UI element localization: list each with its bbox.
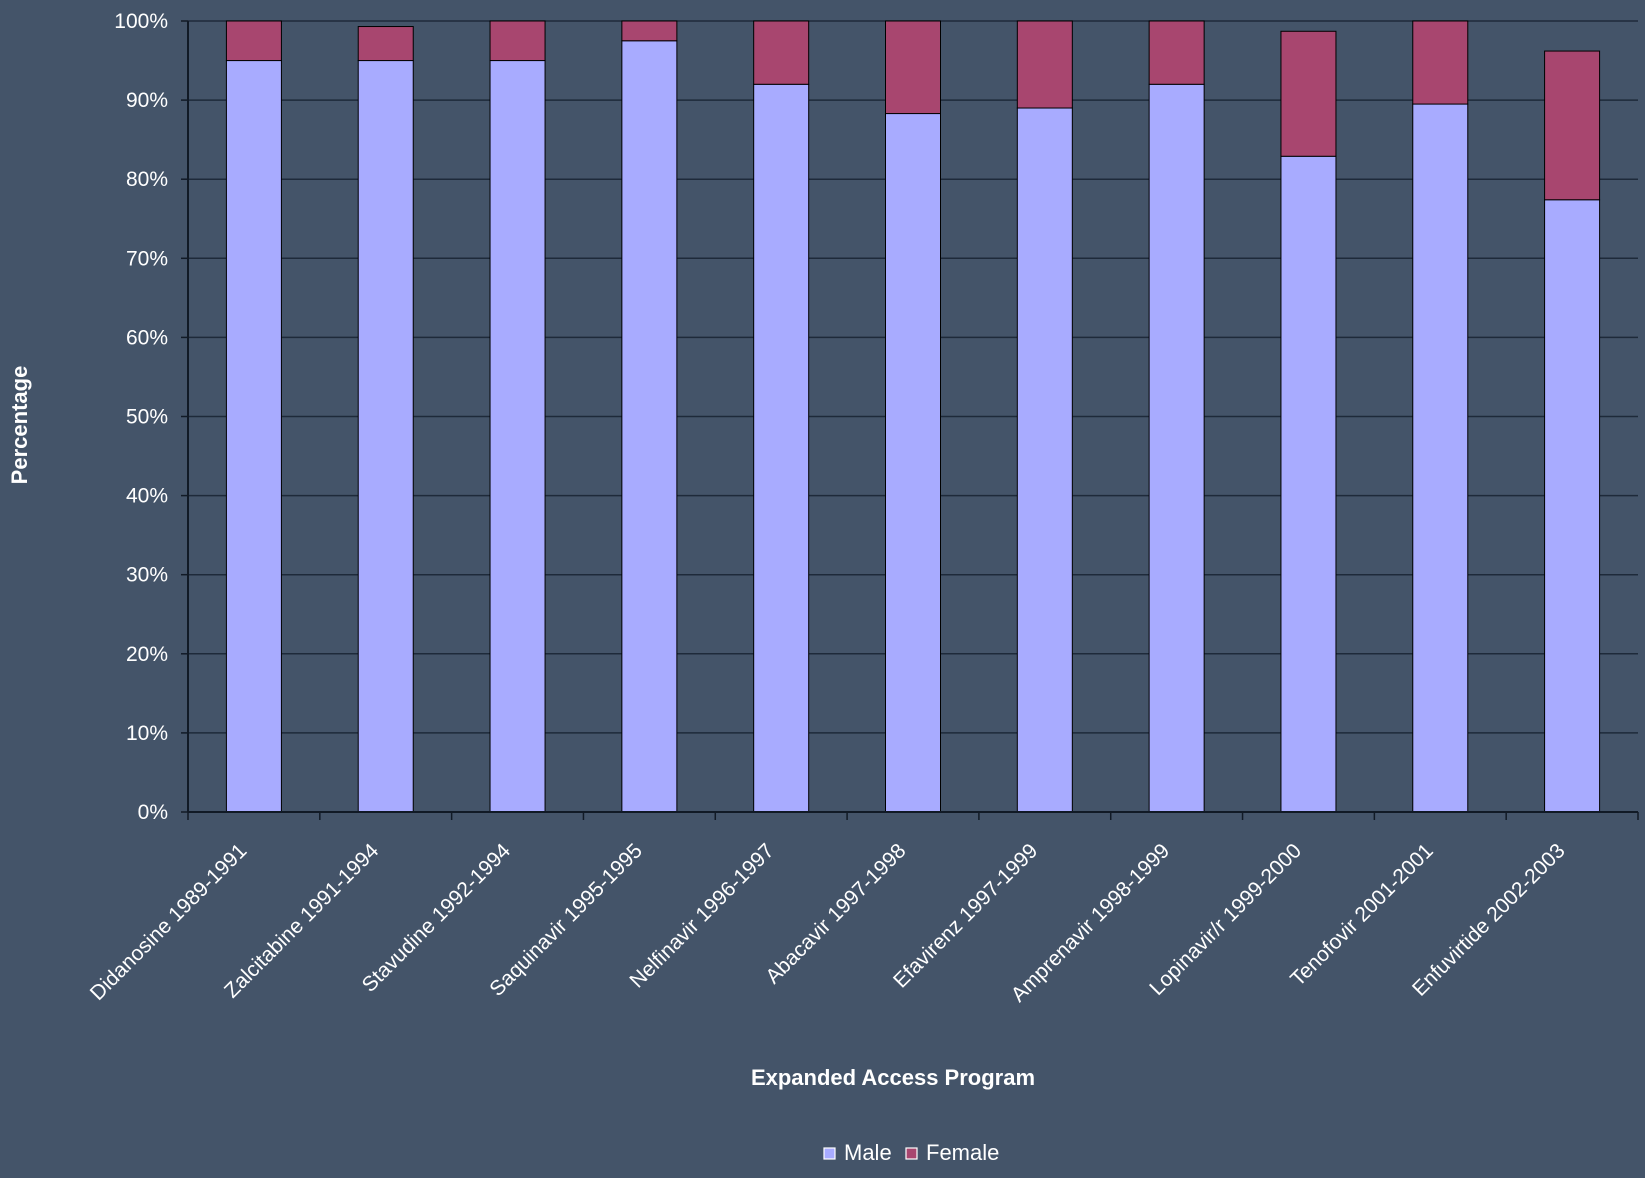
y-tick-label: 80% (126, 168, 168, 191)
y-tick-label: 40% (126, 485, 168, 508)
bar-male (225, 60, 282, 813)
legend-label-female: Female (926, 1140, 999, 1165)
x-tick-label: Abacavir 1997-1998 (761, 839, 910, 988)
bar-female (1280, 30, 1337, 157)
x-tick-label: Enfuvirtide 2002-2003 (1408, 839, 1570, 1001)
bar-female (1412, 20, 1469, 105)
bar-male (1412, 103, 1469, 813)
y-tick-label: 100% (114, 10, 168, 33)
bars (225, 20, 1601, 813)
y-tick-label: 10% (126, 722, 168, 745)
bar-female (1016, 20, 1073, 109)
x-tick-label: Saquinavir 1995-1995 (485, 839, 647, 1001)
bar-male (357, 60, 414, 813)
bar-female (225, 20, 282, 62)
bar-male (1016, 107, 1073, 813)
bar-female (489, 20, 546, 62)
axis-labels: 0%10%20%30%40%50%60%70%80%90%100%Didanos… (86, 10, 1570, 1007)
bar-male (621, 40, 678, 813)
bar-female (1148, 20, 1205, 85)
x-axis-title: Expanded Access Program (751, 1065, 1035, 1090)
bar-female (621, 20, 678, 42)
bar-male (489, 60, 546, 813)
bar-male (1544, 199, 1601, 813)
legend-swatch-female (905, 1147, 918, 1160)
bar-male (885, 113, 941, 813)
bar-male (1280, 155, 1337, 813)
y-tick-label: 70% (126, 247, 168, 270)
y-tick-label: 20% (126, 643, 168, 666)
bar-male (1148, 83, 1205, 813)
legend-swatch-male (823, 1147, 836, 1160)
x-tick-label: Efavirenz 1997-1999 (889, 839, 1042, 992)
y-tick-label: 30% (126, 564, 168, 587)
x-tick-label: Tenofovir 2001-2001 (1286, 839, 1438, 991)
y-axis-title: Percentage (7, 366, 32, 485)
x-tick-label: Stavudine 1992-1994 (358, 839, 516, 997)
y-tick-label: 90% (126, 89, 168, 112)
bar-male (753, 83, 810, 813)
y-tick-label: 0% (138, 801, 168, 824)
legend: Male Female (823, 1140, 999, 1165)
y-tick-label: 50% (126, 406, 168, 429)
bar-female (1544, 50, 1601, 201)
legend-label-male: Male (844, 1140, 892, 1165)
bar-female (753, 20, 810, 85)
bar-female (357, 26, 414, 62)
axes (181, 20, 1639, 820)
x-tick-label: Lopinavir/r 1999-2000 (1145, 839, 1306, 1000)
y-tick-label: 60% (126, 326, 168, 349)
x-tick-label: Nelfinavir 1996-1997 (625, 839, 778, 992)
bar-female (885, 20, 941, 115)
